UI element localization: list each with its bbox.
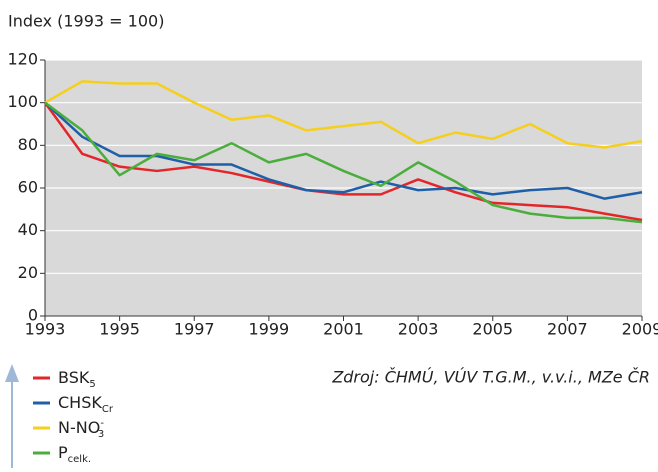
legend-label: BSK5: [58, 368, 96, 391]
x-tick-label: 2005: [472, 320, 513, 339]
legend-name: BSK: [58, 368, 90, 387]
legend-name: N-NO: [58, 418, 100, 437]
line-series: [44, 101, 643, 224]
x-tick-label: 1993: [25, 320, 66, 339]
x-tick-label: 2009: [622, 320, 658, 339]
x-tick-label: 1999: [249, 320, 290, 339]
y-tick-label: 40: [18, 220, 38, 239]
x-tick-label: 2001: [323, 320, 364, 339]
legend-label: N-NO-3: [58, 418, 104, 441]
legend-subscript: Cr: [102, 404, 114, 415]
legend-subscript: 3: [98, 429, 104, 440]
line-series: [43, 101, 643, 222]
legend-label: CHSKCr: [58, 393, 114, 416]
line-series: [44, 80, 643, 149]
x-tick-label: 2003: [398, 320, 439, 339]
x-tick-label: 2007: [547, 320, 588, 339]
y-tick-label: 20: [18, 263, 38, 282]
legend-subscript: celk.: [68, 454, 91, 465]
x-tick-label: 1995: [99, 320, 140, 339]
legend-label: Pcelk.: [58, 443, 91, 466]
y-tick-label: 100: [7, 92, 38, 111]
y-tick-label: 0: [28, 306, 38, 325]
y-tick-label: 120: [7, 50, 38, 69]
legend-subscript: 5: [89, 379, 95, 390]
legend-superscript: -: [100, 418, 104, 429]
source: Zdroj: ČHMÚ, VÚV T.G.M., v.v.i., MZe ČR: [331, 368, 650, 387]
y-tick-label: 60: [18, 178, 38, 197]
arrow: [5, 364, 19, 468]
y-tick-label: 80: [18, 135, 38, 154]
legend-name: CHSK: [58, 393, 102, 412]
line-series: [44, 101, 643, 200]
legend-name: P: [58, 443, 68, 462]
x-tick-label: 1997: [174, 320, 215, 339]
y-axis-label: Index (1993 = 100): [8, 12, 164, 31]
